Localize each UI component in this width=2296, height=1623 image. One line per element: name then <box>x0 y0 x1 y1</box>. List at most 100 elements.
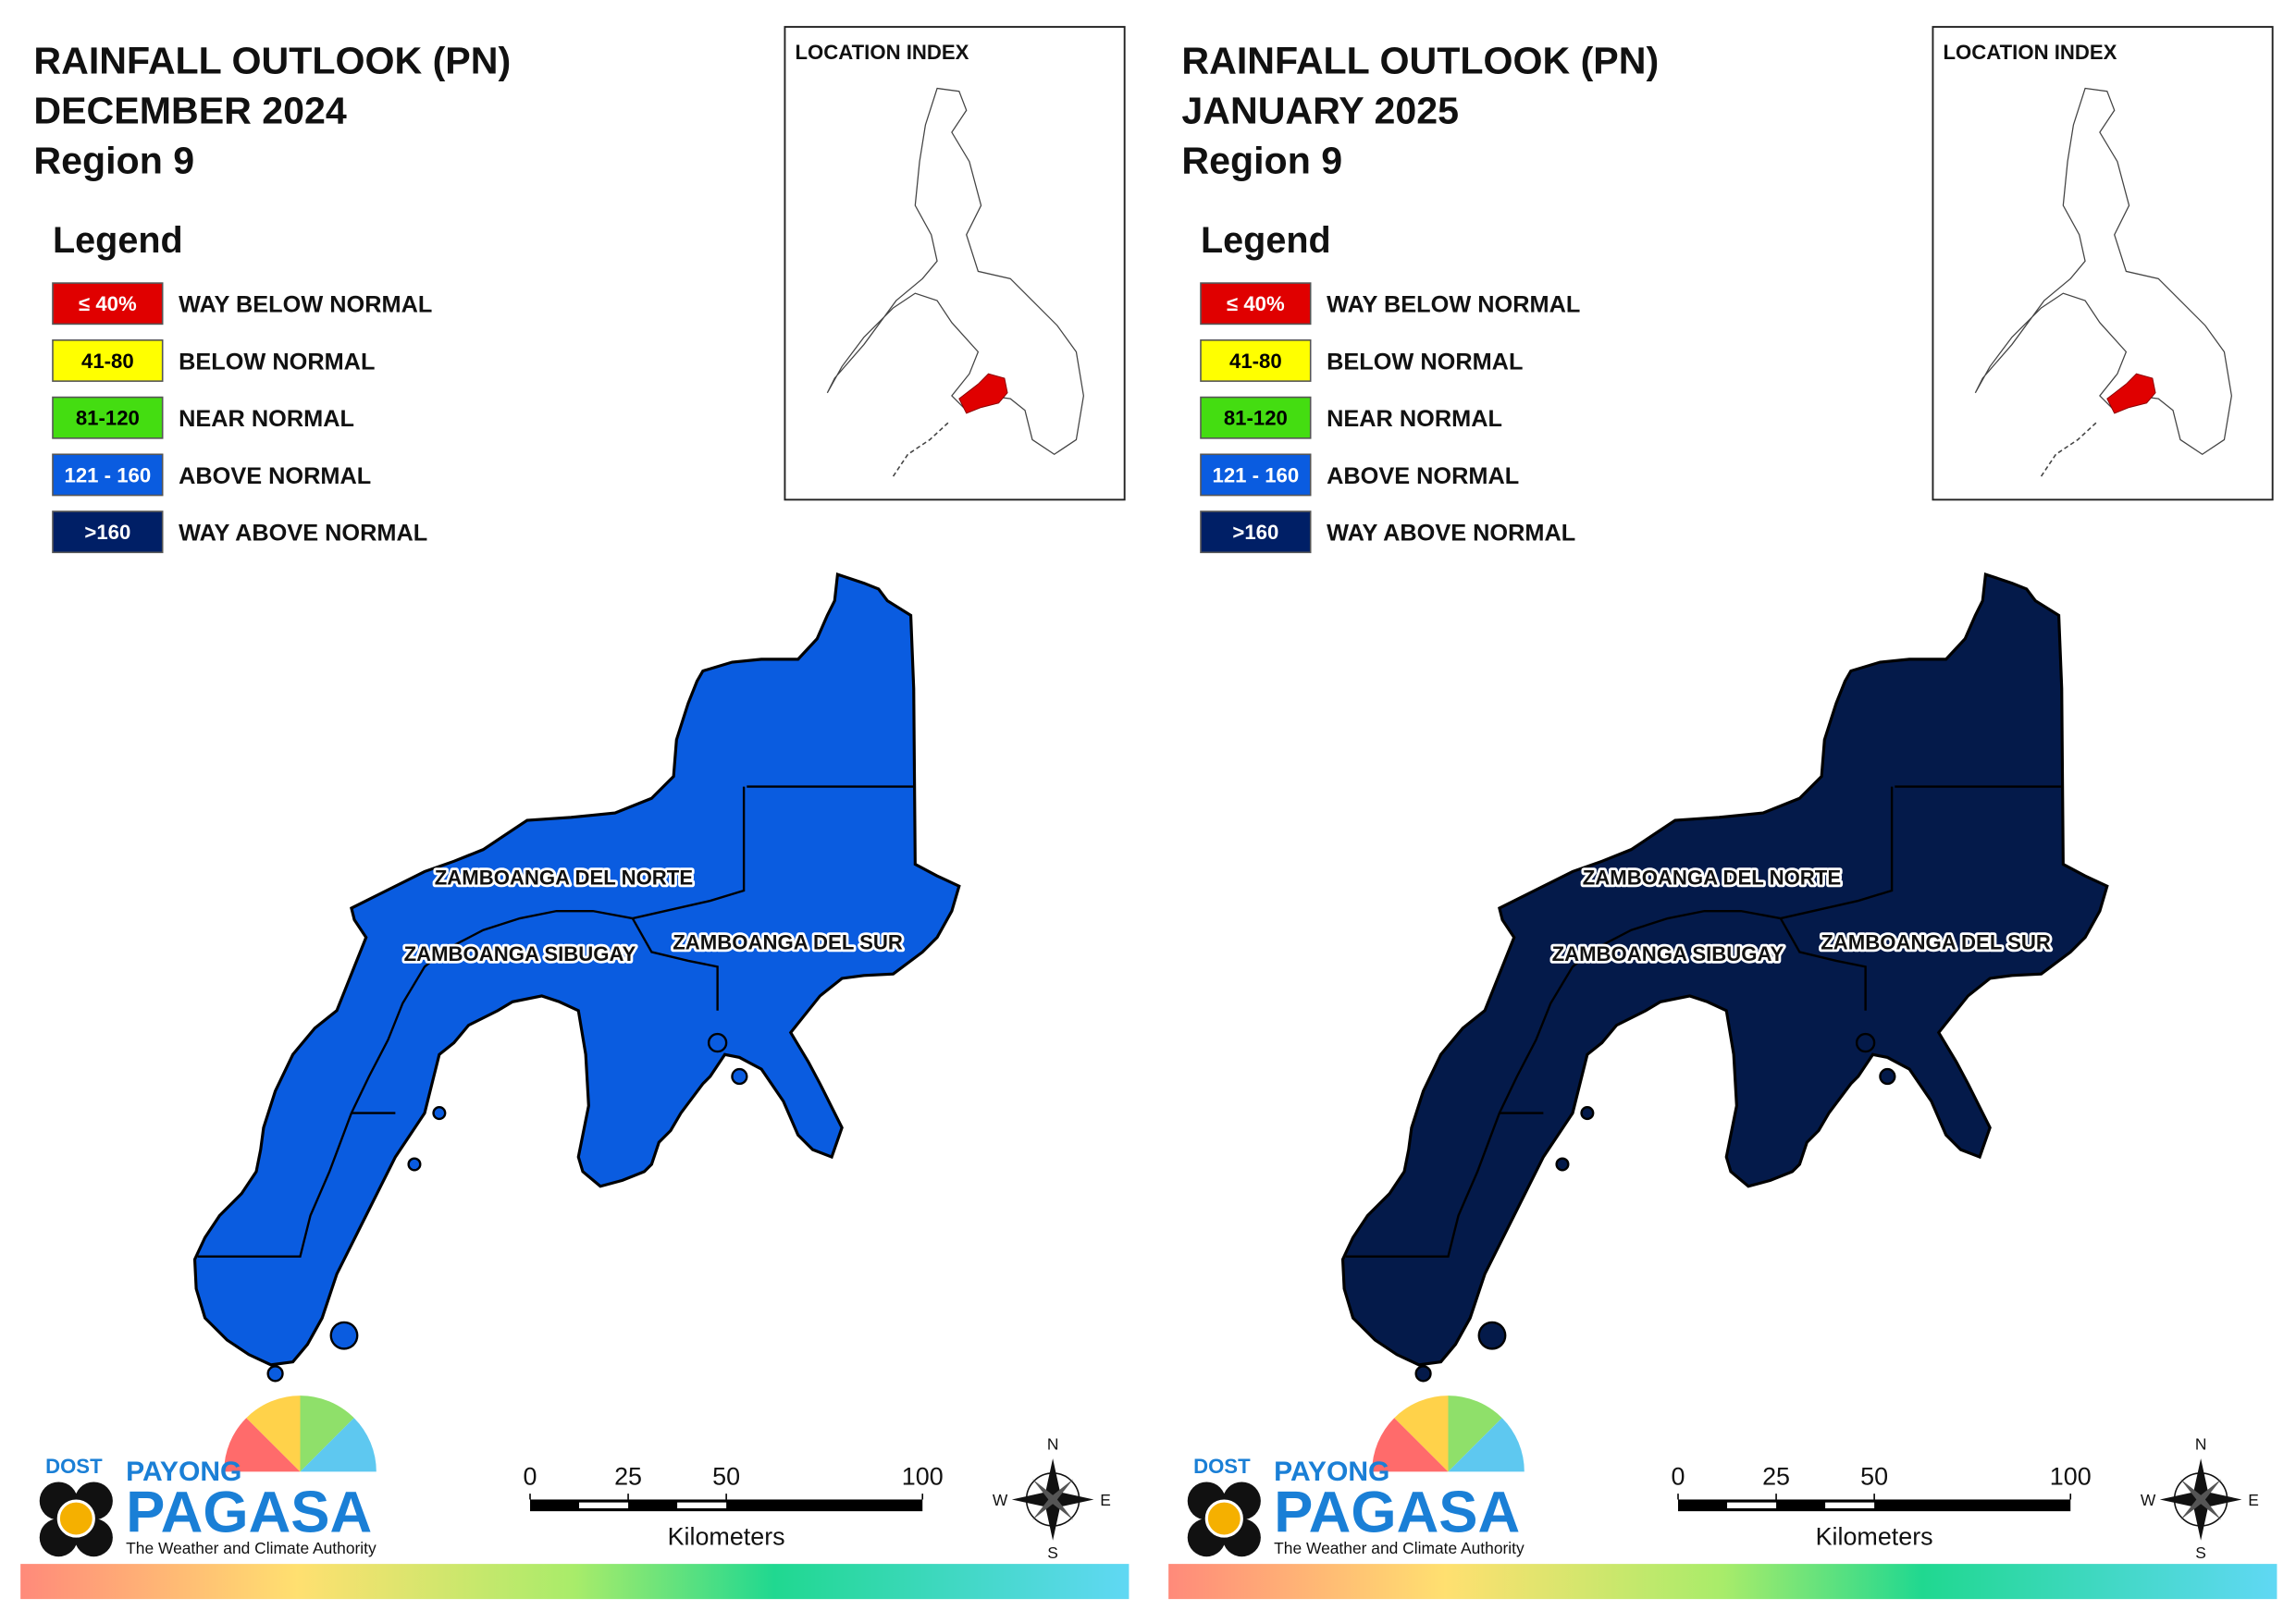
logo-brand: PAGASA <box>126 1480 372 1544</box>
region-highlight <box>958 373 1008 414</box>
legend-swatch-label: 81-120 <box>76 407 140 430</box>
legend-swatch <box>1200 510 1312 554</box>
logo-umbrella <box>224 1418 301 1472</box>
province-boundary <box>197 1113 353 1258</box>
islet <box>1855 1032 1876 1053</box>
legend-swatch-label: 121 - 160 <box>1213 463 1300 486</box>
compass-letter: N <box>1047 1435 1059 1454</box>
compass-letter: W <box>2141 1491 2156 1509</box>
scale-tick-label: 50 <box>1860 1463 1888 1491</box>
legend-label: BELOW NORMAL <box>1327 349 1523 375</box>
compass-letter: N <box>2195 1435 2207 1454</box>
legend-swatch-label: 81-120 <box>1224 407 1288 430</box>
logo-umbrella <box>1448 1418 1524 1472</box>
logo-umbrella <box>300 1418 376 1472</box>
scale-bar-segment <box>1825 1502 1875 1508</box>
region-map <box>192 572 961 1367</box>
title-line: JANUARY 2025 <box>1181 90 1459 132</box>
legend-swatch <box>1200 396 1312 439</box>
province-label: ZAMBOANGA DEL NORTE <box>435 867 693 890</box>
islet <box>266 1365 284 1383</box>
logo-umbrella <box>1394 1396 1449 1472</box>
scale-tick-label: 0 <box>1672 1463 1685 1491</box>
legend-swatch <box>1200 339 1312 382</box>
islet <box>407 1157 422 1172</box>
title-line: Region 9 <box>33 139 194 181</box>
legend-title: Legend <box>53 220 183 261</box>
scale-bar-segment <box>677 1502 727 1508</box>
legend-swatch-label: ≤ 40% <box>79 292 137 315</box>
scale-bar-segment <box>579 1502 629 1508</box>
title-line: DECEMBER 2024 <box>33 90 347 132</box>
scale-unit: Kilometers <box>668 1523 785 1551</box>
scale-tick-label: 0 <box>524 1463 537 1491</box>
logo-brand-top: PAYONG <box>126 1457 241 1487</box>
legend-swatch <box>52 510 164 554</box>
province-label: ZAMBOANGA DEL SUR <box>673 930 903 953</box>
islands <box>892 421 950 477</box>
scale-tick-label: 100 <box>902 1463 944 1491</box>
logo-brand-top: PAYONG <box>1274 1457 1389 1487</box>
compass-letter: E <box>2248 1491 2259 1509</box>
legend-label: NEAR NORMAL <box>179 406 354 432</box>
islet <box>707 1032 728 1053</box>
scale-tick-label: 25 <box>1762 1463 1790 1491</box>
logo-agency: DOST <box>1193 1455 1251 1478</box>
province-boundary <box>1498 909 1782 1114</box>
title-line: RAINFALL OUTLOOK (PN) <box>1181 40 1659 82</box>
title-line: RAINFALL OUTLOOK (PN) <box>33 40 511 82</box>
compass-letter: S <box>1047 1543 1058 1562</box>
province-label: ZAMBOANGA DEL NORTE <box>1583 867 1841 890</box>
province-boundary <box>631 917 719 1011</box>
islet <box>1580 1106 1595 1121</box>
legend-label: WAY BELOW NORMAL <box>179 292 432 318</box>
province-label: ZAMBOANGA SIBUGAY <box>404 942 636 965</box>
legend-swatch-label: >160 <box>1232 521 1278 544</box>
province-label: ZAMBOANGA SIBUGAY <box>1552 942 1784 965</box>
province-boundary <box>1779 917 1867 1011</box>
compass-rose-minor <box>1031 1479 1074 1520</box>
logo-tagline: The Weather and Climate Authority <box>1274 1539 1524 1557</box>
logo-seal <box>56 1499 95 1538</box>
legend-title: Legend <box>1201 220 1331 261</box>
panel: RAINFALL OUTLOOK (PN) JANUARY 2025 Region … <box>1168 26 2277 1600</box>
legend-swatch <box>1200 282 1312 326</box>
province-boundary <box>350 909 634 1114</box>
legend-swatch <box>52 396 164 439</box>
logo-tagline: The Weather and Climate Authority <box>126 1539 376 1557</box>
islet <box>329 1321 359 1350</box>
legend-label: BELOW NORMAL <box>179 349 375 375</box>
legend-swatch <box>52 453 164 497</box>
compass-letter: E <box>1100 1491 1111 1509</box>
islet <box>731 1067 748 1086</box>
compass-rose-minor <box>2179 1479 2222 1520</box>
logo-seal <box>1204 1499 1243 1538</box>
legend-label: WAY BELOW NORMAL <box>1327 292 1580 318</box>
region-highlight <box>2106 373 2156 414</box>
islands <box>2040 421 2098 477</box>
legend-swatch-label: 121 - 160 <box>65 463 152 486</box>
index-title: LOCATION INDEX <box>1944 41 2117 64</box>
islet <box>1879 1067 1896 1086</box>
legend-label: ABOVE NORMAL <box>179 463 371 489</box>
province-boundary <box>1345 1113 1501 1258</box>
legend-label: WAY ABOVE NORMAL <box>179 521 427 547</box>
logo-umbrella <box>246 1396 301 1472</box>
legend-label: ABOVE NORMAL <box>1327 463 1519 489</box>
islet <box>1477 1321 1507 1350</box>
legend-swatch <box>52 282 164 326</box>
legend-swatch <box>52 339 164 382</box>
legend-label: NEAR NORMAL <box>1327 406 1502 432</box>
province-boundary <box>632 786 746 920</box>
legend-swatch-label: >160 <box>84 521 130 544</box>
legend-swatch <box>1200 453 1312 497</box>
footer-band <box>20 1564 1129 1600</box>
scale-tick-label: 50 <box>712 1463 740 1491</box>
scale-unit: Kilometers <box>1816 1523 1933 1551</box>
legend-swatch-label: 41-80 <box>1229 350 1282 373</box>
compass-letter: S <box>2195 1543 2206 1562</box>
islet <box>1555 1157 1570 1172</box>
province-boundary <box>1780 786 1894 920</box>
legend-swatch-label: 41-80 <box>81 350 134 373</box>
